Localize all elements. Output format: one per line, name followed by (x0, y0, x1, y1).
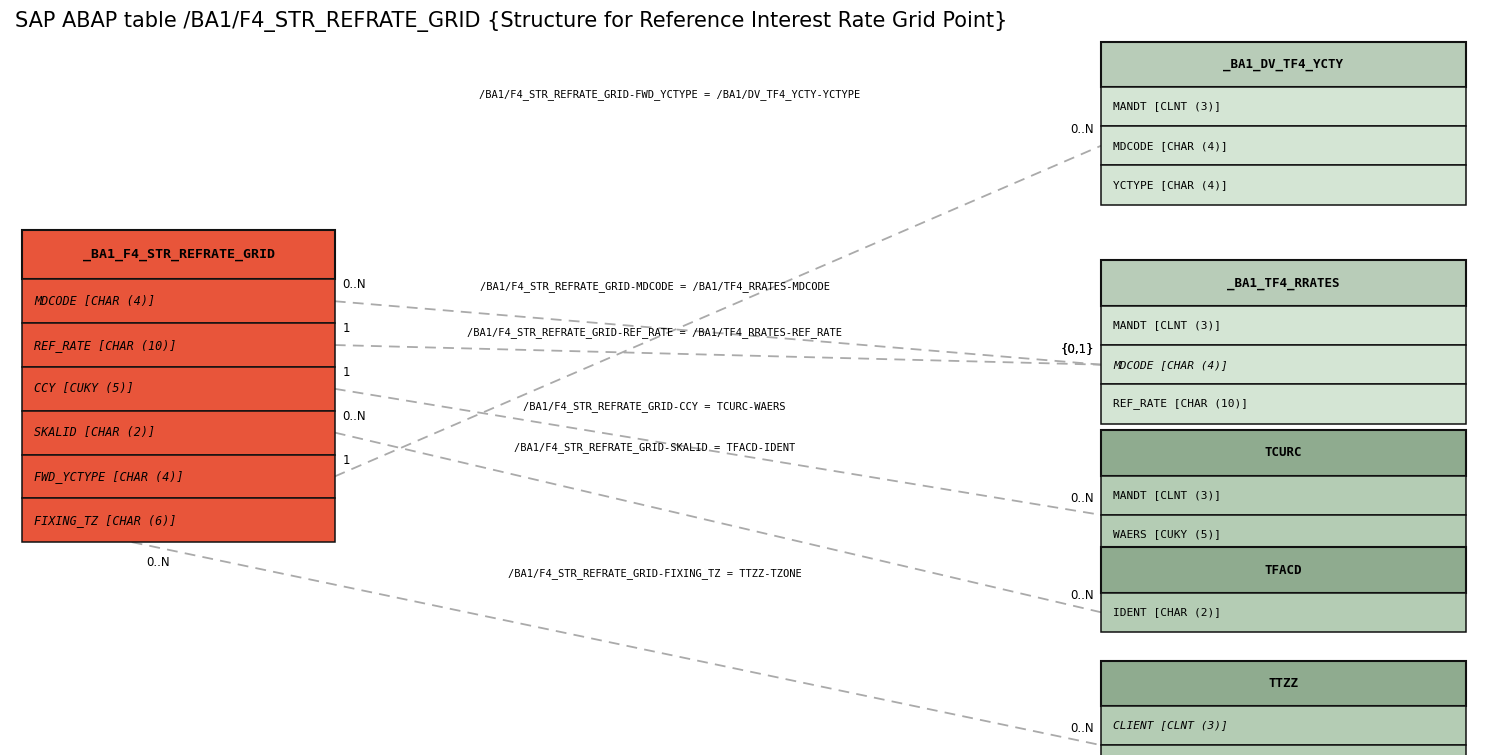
FancyBboxPatch shape (1101, 476, 1466, 515)
FancyBboxPatch shape (1101, 593, 1466, 632)
Text: 0..N: 0..N (146, 556, 170, 569)
Text: /BA1/F4_STR_REFRATE_GRID-MDCODE = /BA1/TF4_RRATES-MDCODE: /BA1/F4_STR_REFRATE_GRID-MDCODE = /BA1/T… (479, 282, 830, 292)
FancyBboxPatch shape (1101, 384, 1466, 424)
Text: 0..N: 0..N (1070, 123, 1094, 136)
Text: FWD_YCTYPE [CHAR (4)]: FWD_YCTYPE [CHAR (4)] (34, 470, 185, 483)
Text: /BA1/F4_STR_REFRATE_GRID-FIXING_TZ = TTZZ-TZONE: /BA1/F4_STR_REFRATE_GRID-FIXING_TZ = TTZ… (507, 569, 802, 579)
FancyBboxPatch shape (22, 323, 335, 367)
Text: /BA1/F4_STR_REFRATE_GRID-CCY = TCURC-WAERS: /BA1/F4_STR_REFRATE_GRID-CCY = TCURC-WAE… (524, 401, 786, 411)
Text: SKALID [CHAR (2)]: SKALID [CHAR (2)] (34, 426, 155, 439)
Text: MANDT [CLNT (3)]: MANDT [CLNT (3)] (1113, 101, 1222, 112)
Text: MANDT [CLNT (3)]: MANDT [CLNT (3)] (1113, 490, 1222, 501)
Text: YCTYPE [CHAR (4)]: YCTYPE [CHAR (4)] (1113, 180, 1228, 190)
Text: 0..N: 0..N (1070, 590, 1094, 602)
Text: TTZZ: TTZZ (1268, 676, 1299, 690)
FancyBboxPatch shape (1101, 547, 1466, 593)
Text: MDCODE [CHAR (4)]: MDCODE [CHAR (4)] (1113, 359, 1228, 370)
FancyBboxPatch shape (1101, 87, 1466, 126)
Text: FIXING_TZ [CHAR (6)]: FIXING_TZ [CHAR (6)] (34, 513, 177, 527)
FancyBboxPatch shape (22, 411, 335, 455)
FancyBboxPatch shape (1101, 42, 1466, 87)
Text: /BA1/F4_STR_REFRATE_GRID-SKALID = TFACD-IDENT: /BA1/F4_STR_REFRATE_GRID-SKALID = TFACD-… (513, 442, 796, 453)
Text: 0..N: 0..N (342, 279, 366, 291)
Text: 1: 1 (342, 322, 350, 335)
Text: SAP ABAP table /BA1/F4_STR_REFRATE_GRID {Structure for Reference Interest Rate G: SAP ABAP table /BA1/F4_STR_REFRATE_GRID … (15, 11, 1007, 32)
FancyBboxPatch shape (22, 367, 335, 411)
Text: {0,1}: {0,1} (1059, 342, 1094, 355)
Text: /BA1/F4_STR_REFRATE_GRID-FWD_YCTYPE = /BA1/DV_TF4_YCTY-YCTYPE: /BA1/F4_STR_REFRATE_GRID-FWD_YCTYPE = /B… (479, 89, 860, 100)
Text: REF_RATE [CHAR (10)]: REF_RATE [CHAR (10)] (1113, 399, 1248, 409)
Text: REF_RATE [CHAR (10)]: REF_RATE [CHAR (10)] (34, 338, 177, 352)
FancyBboxPatch shape (1101, 126, 1466, 165)
Text: MANDT [CLNT (3)]: MANDT [CLNT (3)] (1113, 320, 1222, 331)
FancyBboxPatch shape (1101, 745, 1466, 755)
Text: /BA1/F4_STR_REFRATE_GRID-REF_RATE = /BA1/TF4_RRATES-REF_RATE: /BA1/F4_STR_REFRATE_GRID-REF_RATE = /BA1… (467, 327, 842, 337)
Text: TCURC: TCURC (1265, 446, 1302, 460)
Text: MDCODE [CHAR (4)]: MDCODE [CHAR (4)] (34, 294, 155, 308)
FancyBboxPatch shape (1101, 306, 1466, 345)
Text: _BA1_DV_TF4_YCTY: _BA1_DV_TF4_YCTY (1223, 57, 1344, 71)
Text: CLIENT [CLNT (3)]: CLIENT [CLNT (3)] (1113, 720, 1228, 731)
FancyBboxPatch shape (1101, 165, 1466, 205)
Text: _BA1_TF4_RRATES: _BA1_TF4_RRATES (1228, 276, 1339, 290)
Text: IDENT [CHAR (2)]: IDENT [CHAR (2)] (1113, 607, 1222, 618)
Text: _BA1_F4_STR_REFRATE_GRID: _BA1_F4_STR_REFRATE_GRID (82, 248, 275, 261)
Text: TFACD: TFACD (1265, 563, 1302, 577)
FancyBboxPatch shape (1101, 345, 1466, 384)
FancyBboxPatch shape (22, 455, 335, 498)
Text: WAERS [CUKY (5)]: WAERS [CUKY (5)] (1113, 529, 1222, 540)
FancyBboxPatch shape (22, 498, 335, 542)
FancyBboxPatch shape (1101, 661, 1466, 706)
FancyBboxPatch shape (22, 230, 335, 279)
FancyBboxPatch shape (1101, 706, 1466, 745)
Text: CCY [CUKY (5)]: CCY [CUKY (5)] (34, 382, 134, 396)
Text: 0..N: 0..N (342, 410, 366, 423)
Text: 1: 1 (342, 366, 350, 379)
Text: MDCODE [CHAR (4)]: MDCODE [CHAR (4)] (1113, 140, 1228, 151)
FancyBboxPatch shape (1101, 260, 1466, 306)
Text: 0..N: 0..N (1070, 492, 1094, 505)
Text: 1: 1 (342, 454, 350, 467)
Text: 0..N: 0..N (1070, 723, 1094, 735)
Text: {0,1}: {0,1} (1059, 342, 1094, 355)
FancyBboxPatch shape (1101, 515, 1466, 554)
FancyBboxPatch shape (1101, 430, 1466, 476)
FancyBboxPatch shape (22, 279, 335, 323)
